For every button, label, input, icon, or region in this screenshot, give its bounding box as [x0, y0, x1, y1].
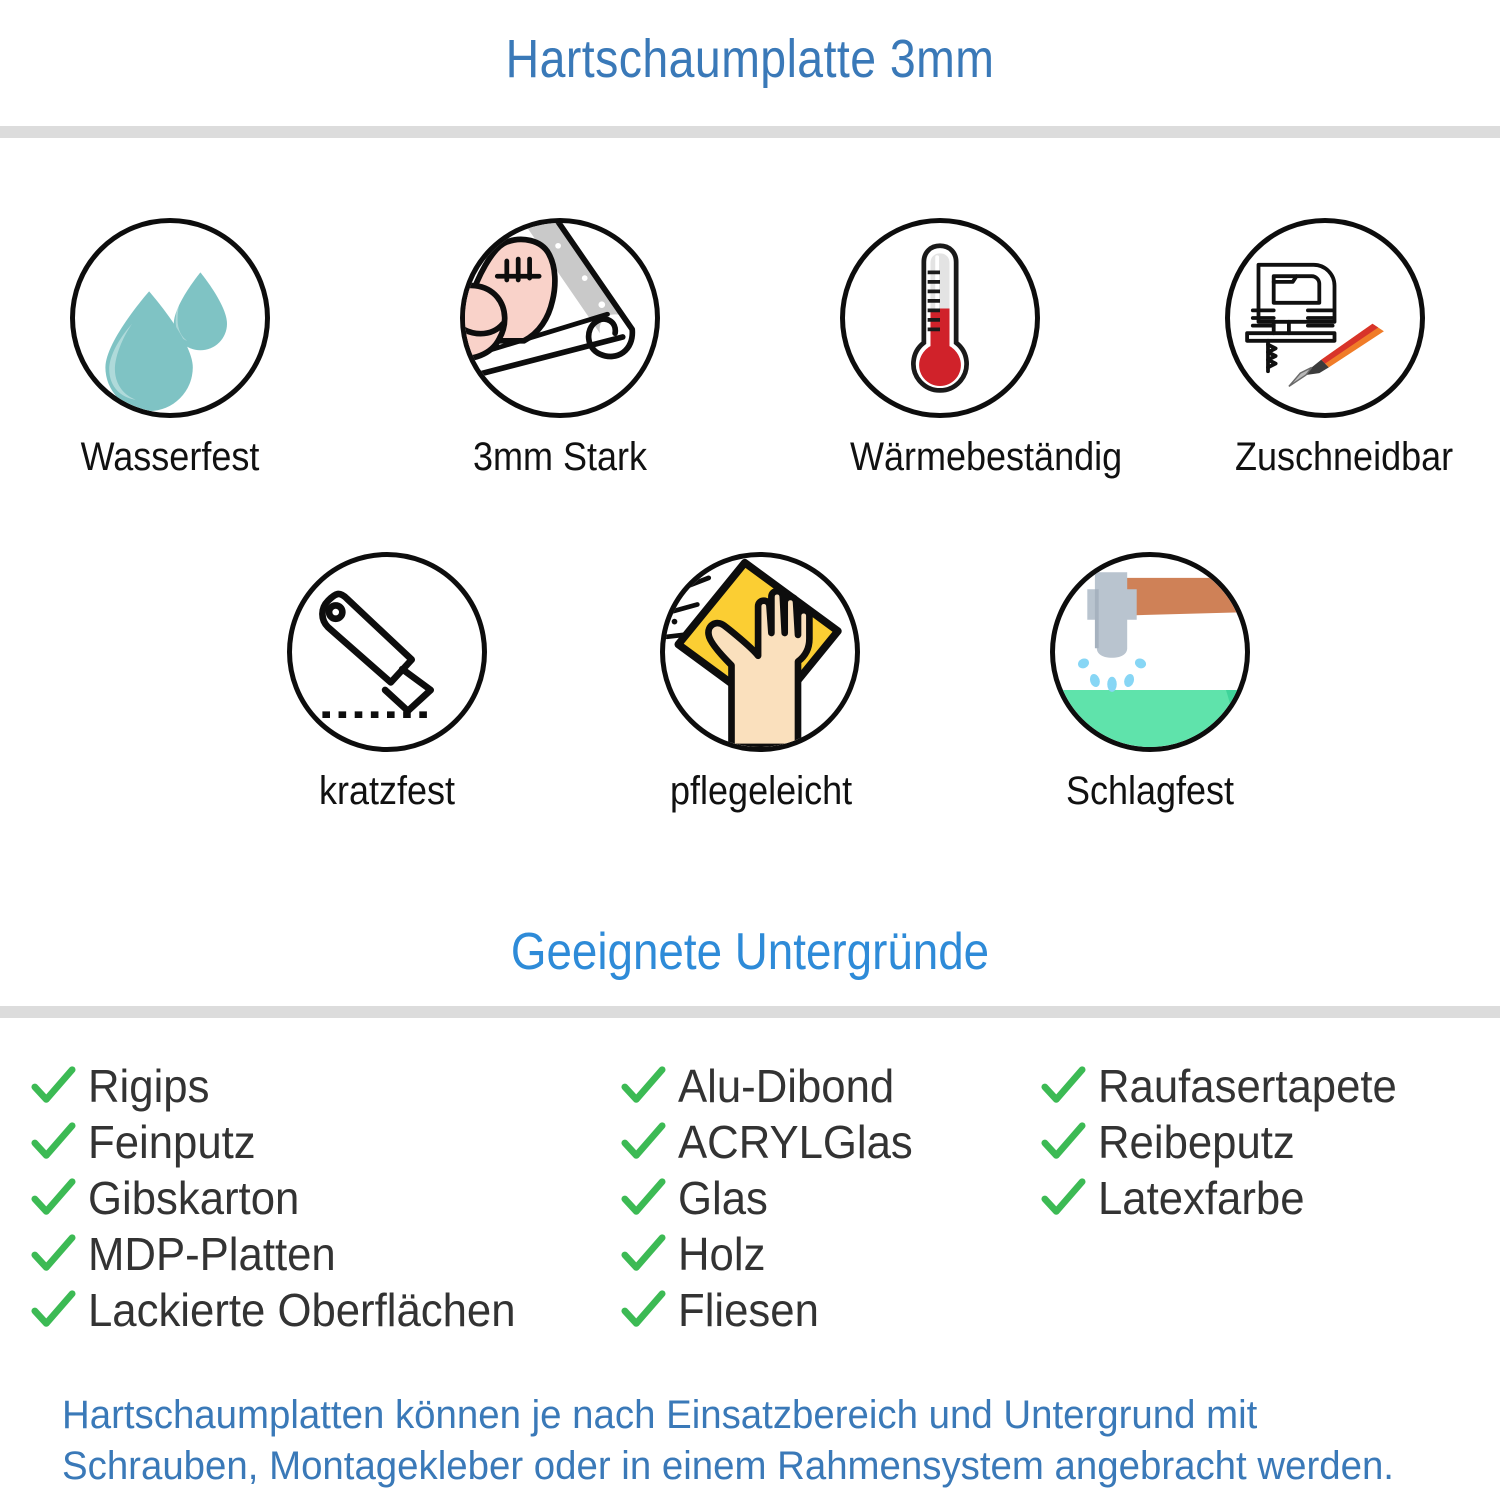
checklist-item-label: ACRYLGlas — [678, 1116, 913, 1168]
feature-label: Wasserfest — [80, 435, 260, 479]
footer-line-1: Hartschaumplatten können je nach Einsatz… — [62, 1393, 1258, 1437]
substrates-checklist: Rigips Feinputz Gibskarton MDP-Platten Lacki… — [0, 1058, 1500, 1338]
feature-kratzfest: kratzfest — [287, 552, 487, 814]
checklist-item-label: Gibskarton — [88, 1172, 300, 1224]
feature-pflegeleicht: pflegeleicht — [660, 552, 860, 814]
feature-label: kratzfest — [318, 769, 456, 813]
page-title: Hartschaumplatte 3mm — [505, 29, 995, 89]
check-icon — [31, 1066, 76, 1103]
water-drops-icon — [105, 272, 227, 412]
checklist-item: Raufasertapete — [1040, 1058, 1500, 1114]
checklist-item-label: Holz — [678, 1228, 766, 1280]
checklist-item: Glas — [620, 1170, 1040, 1226]
checklist-item: Reibeputz — [1040, 1114, 1500, 1170]
cutter-knife-icon — [319, 590, 435, 719]
checklist-item: Latexfarbe — [1040, 1170, 1500, 1226]
divider-top — [0, 126, 1500, 138]
flexed-bicep-icon — [465, 223, 636, 380]
feature-label: Wärmebeständig — [850, 435, 1123, 479]
check-icon — [621, 1234, 666, 1271]
feature-icon-circle — [840, 218, 1040, 418]
checklist-item-label: Rigips — [88, 1060, 210, 1112]
checklist-item-label: Feinputz — [88, 1116, 256, 1168]
feature-icon-circle — [1225, 218, 1425, 418]
cutter-blade — [1288, 323, 1384, 387]
thermometer-icon — [911, 243, 969, 393]
feature-wasserfest: Wasserfest — [70, 218, 270, 480]
checklist-item-label: MDP-Platten — [88, 1228, 336, 1280]
checklist-item-label: Reibeputz — [1098, 1116, 1295, 1168]
feature-label: Zuschneidbar — [1235, 435, 1454, 479]
checklist-item: MDP-Platten — [30, 1226, 620, 1282]
feature-schlagfest: Schlagfest — [1050, 552, 1250, 814]
checklist-item: Rigips — [30, 1058, 620, 1114]
feature-zuschneidbar: Zuschneidbar — [1225, 218, 1454, 480]
feature-label: Schlagfest — [1065, 769, 1235, 813]
checklist-item-label: Lackierte Oberflächen — [88, 1284, 516, 1336]
feature-waermebestaendig: Wärmebeständig — [840, 218, 1123, 480]
checklist-item: Holz — [620, 1226, 1040, 1282]
feature-3mm-stark: 3mm Stark — [460, 218, 660, 480]
checklist-item-label: Glas — [678, 1172, 768, 1224]
check-icon — [31, 1290, 76, 1327]
checklist-item: Fliesen — [620, 1282, 1040, 1338]
checklist-column-1: Rigips Feinputz Gibskarton MDP-Platten Lacki… — [0, 1058, 620, 1338]
check-icon — [1041, 1178, 1086, 1215]
feature-icon-circle — [287, 552, 487, 752]
feature-icon-circle — [460, 218, 660, 418]
section-title: Geeignete Untergründe — [510, 923, 990, 981]
checklist-item: Gibskarton — [30, 1170, 620, 1226]
checklist-column-2: Alu-Dibond ACRYLGlas Glas Holz Fliesen — [620, 1058, 1040, 1338]
feature-icon-circle — [1050, 552, 1250, 752]
check-icon — [621, 1290, 666, 1327]
check-icon — [1041, 1122, 1086, 1159]
footer-line-2: Schrauben, Montagekleber oder in einem R… — [62, 1444, 1394, 1489]
jigsaw-cutter-icon — [1245, 262, 1384, 387]
checklist-item-label: Fliesen — [678, 1284, 819, 1336]
checklist-column-3: Raufasertapete Reibeputz Latexfarbe — [1040, 1058, 1500, 1338]
footer-note: Hartschaumplatten können je nach Einsatz… — [62, 1390, 1406, 1492]
feature-label: 3mm Stark — [472, 435, 648, 479]
check-icon — [31, 1234, 76, 1271]
divider-middle — [0, 1006, 1500, 1018]
checklist-item: Alu-Dibond — [620, 1058, 1040, 1114]
checklist-item-label: Latexfarbe — [1098, 1172, 1305, 1224]
check-icon — [31, 1178, 76, 1215]
checklist-item: ACRYLGlas — [620, 1114, 1040, 1170]
feature-icon-circle — [660, 552, 860, 752]
hand-wipe-icon — [665, 558, 842, 747]
check-icon — [31, 1122, 76, 1159]
feature-label: pflegeleicht — [670, 769, 853, 813]
check-icon — [621, 1122, 666, 1159]
checklist-item-label: Alu-Dibond — [678, 1060, 895, 1112]
checklist-item: Feinputz — [30, 1114, 620, 1170]
hammer-impact-icon — [1055, 572, 1245, 747]
checklist-item-label: Raufasertapete — [1098, 1060, 1397, 1112]
check-icon — [621, 1066, 666, 1103]
checklist-item: Lackierte Oberflächen — [30, 1282, 620, 1338]
check-icon — [1041, 1066, 1086, 1103]
check-icon — [621, 1178, 666, 1215]
feature-icon-circle — [70, 218, 270, 418]
